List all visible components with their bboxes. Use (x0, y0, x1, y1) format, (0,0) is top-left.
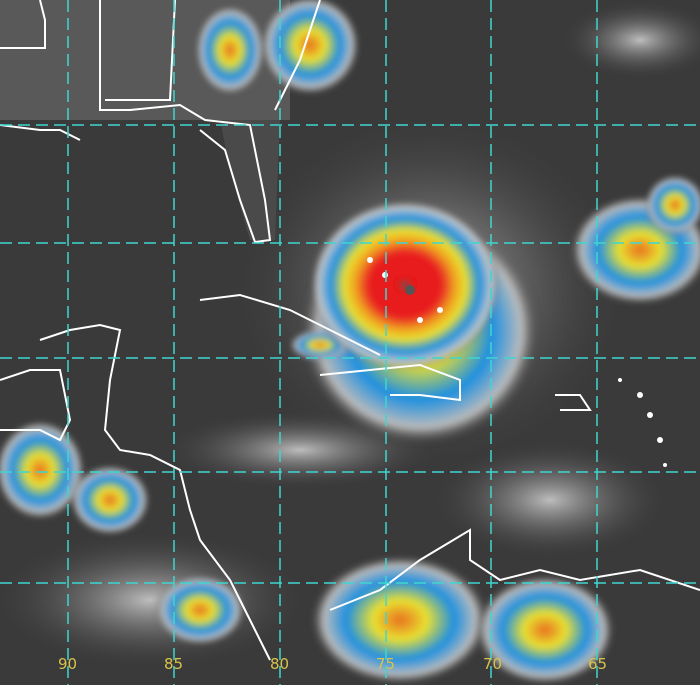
hurricane (310, 200, 500, 370)
longitude-label: 90 (58, 655, 78, 673)
longitude-label: 70 (483, 655, 503, 673)
hurricane-eye (405, 285, 415, 295)
longitude-label: 85 (164, 655, 184, 673)
longitude-label: 75 (376, 655, 396, 673)
longitude-label: 65 (588, 655, 608, 673)
coastlines (0, 0, 700, 661)
longitude-label: 80 (270, 655, 290, 673)
